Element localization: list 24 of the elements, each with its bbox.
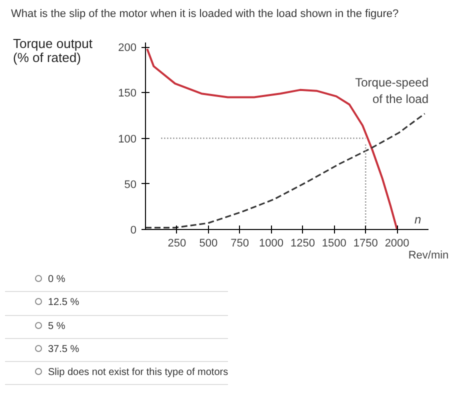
text: 0 % [5,269,228,292]
y-tick-label: 100 [118,133,137,146]
y-tick-label: 150 [118,88,137,100]
x-tick-label: 750 [230,238,250,250]
x-axis-title: Rev/min [408,250,449,262]
x-tick-label: 250 [168,238,186,250]
text: Slip does not exist for this type of motors [5,362,228,386]
x-tick-label: 1000 [259,238,284,250]
text: 5 % [5,316,228,339]
x-tick-label: 1500 [322,238,346,250]
y-axis-title: Torque output (% of rated) [13,36,93,66]
x-tick-label: 500 [199,238,218,250]
text: 37.5 % [5,338,228,362]
line-series [146,112,426,228]
chart-title: What is the slip of the motor when it is loaded with the load shown in the figure? [11,7,399,22]
y-tick-label: 200 [118,42,137,54]
annotation: Torque-speed of the load [355,75,429,106]
x-tick-label: 2000 [384,238,410,250]
x-tick-label: 1750 [353,238,378,250]
annotation: n [414,212,422,226]
y-tick-label: 0 [130,224,137,236]
x-tick-label: 1250 [290,238,315,250]
y-tick-label: 50 [124,178,137,191]
text: 12.5 % [5,292,228,316]
